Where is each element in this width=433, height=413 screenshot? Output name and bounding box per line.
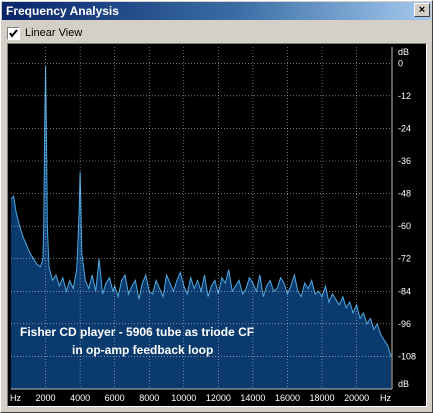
y-tick-label: -48 bbox=[398, 189, 411, 199]
spectrum-chart: 2000 4000 6000 8000 10000 12000 14000 16000 1800… bbox=[10, 47, 416, 403]
y-tick-label: -36 bbox=[398, 156, 411, 166]
x-unit-label-left: Hz bbox=[10, 393, 21, 403]
linear-view-checkbox[interactable] bbox=[7, 26, 20, 40]
annotation-line-1: Fisher CD player - 5906 tube as triode C… bbox=[20, 325, 254, 339]
y-unit-label-top: dB bbox=[398, 47, 409, 57]
spectrum-area bbox=[11, 66, 392, 389]
x-tick-label: 2000 bbox=[36, 393, 56, 403]
y-tick-label: -96 bbox=[398, 319, 411, 329]
close-button[interactable]: × bbox=[414, 3, 430, 17]
linear-view-label: Linear View bbox=[25, 27, 83, 39]
x-unit-label-right: Hz bbox=[380, 393, 391, 403]
y-tick-label: -84 bbox=[398, 286, 411, 296]
x-tick-label: 20000 bbox=[344, 393, 369, 403]
y-tick-label: -72 bbox=[398, 254, 411, 264]
x-tick-label: 6000 bbox=[105, 393, 125, 403]
x-tick-label: 12000 bbox=[206, 393, 231, 403]
y-tick-label: 0 bbox=[398, 58, 403, 68]
y-tick-label: -24 bbox=[398, 123, 411, 133]
x-tick-label: 4000 bbox=[70, 393, 90, 403]
x-tick-label: 16000 bbox=[275, 393, 300, 403]
checkmark-icon bbox=[9, 28, 18, 38]
window-title: Frequency Analysis bbox=[2, 2, 431, 20]
y-unit-label-bottom: dB bbox=[398, 379, 409, 389]
linear-view-option[interactable]: Linear View bbox=[7, 25, 82, 41]
y-tick-label: -60 bbox=[398, 221, 411, 231]
x-tick-label: 10000 bbox=[171, 393, 196, 403]
annotation-line-2: in op-amp feedback loop bbox=[72, 343, 213, 357]
x-tick-label: 8000 bbox=[139, 393, 159, 403]
y-tick-label: -108 bbox=[398, 351, 416, 361]
x-tick-label: 14000 bbox=[240, 393, 265, 403]
spectrum-plot: 2000 4000 6000 8000 10000 12000 14000 16000 1800… bbox=[7, 43, 427, 407]
spectrum-line bbox=[10, 65, 392, 357]
y-tick-label: -12 bbox=[398, 91, 411, 101]
x-tick-label: 18000 bbox=[310, 393, 335, 403]
